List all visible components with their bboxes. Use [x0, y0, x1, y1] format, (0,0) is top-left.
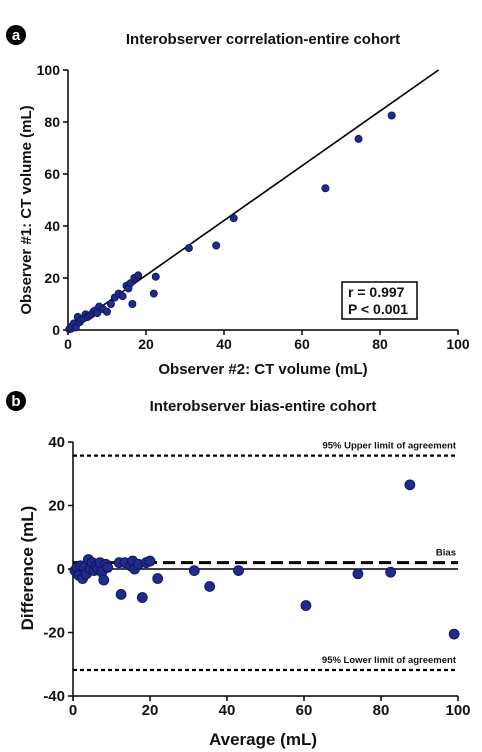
b-data-point: [188, 565, 200, 576]
panel-b-y-axis-label: Difference (mL): [18, 506, 37, 631]
panel-b-ref-label: Bias: [436, 548, 456, 559]
a-data-point: [212, 241, 221, 250]
b-data-point: [352, 568, 364, 580]
a-data-point: [184, 244, 193, 253]
a-data-point: [321, 184, 330, 193]
a-x-tick-label: 80: [372, 336, 388, 352]
a-data-point: [106, 299, 115, 308]
b-data-point: [448, 628, 460, 640]
panel-b-points: [69, 479, 460, 640]
b-data-point: [233, 565, 244, 576]
a-y-tick-label: 40: [44, 218, 60, 234]
b-data-point: [300, 600, 312, 611]
a-x-tick-label: 40: [216, 336, 232, 352]
b-x-tick-label: 0: [69, 702, 77, 719]
panel-a-stats-box: [341, 281, 418, 320]
b-x-tick-label: 20: [142, 702, 159, 719]
b-data-point: [102, 562, 114, 573]
panel-b-x-ticks: 0 20 40 60 80 100: [69, 696, 471, 719]
panel-a-stat-r: r = 0.997: [348, 284, 405, 300]
panel-a-points: [65, 111, 396, 334]
panel-a: a Interobserver correlation-entire cohor…: [6, 25, 470, 378]
b-x-tick-label: 40: [219, 702, 236, 719]
b-data-point: [404, 479, 416, 491]
b-data-point: [204, 581, 216, 592]
a-data-point: [151, 272, 160, 281]
a-x-tick-label: 100: [446, 336, 470, 352]
a-data-point: [118, 292, 127, 301]
b-y-tick-label: 20: [48, 498, 65, 515]
a-data-point: [149, 289, 158, 298]
b-data-point: [385, 566, 397, 578]
a-data-point: [229, 214, 238, 223]
b-x-tick-label: 60: [296, 702, 313, 719]
panel-a-axes: [67, 70, 458, 331]
a-x-tick-label: 20: [138, 336, 154, 352]
panel-a-y-axis-label: Observer #1: CT volume (mL): [18, 105, 35, 314]
a-data-point: [103, 307, 112, 316]
b-data-point: [98, 574, 110, 586]
b-y-tick-label: -40: [43, 688, 65, 705]
a-y-tick-label: 100: [37, 62, 61, 78]
panel-b-x-axis-label: Average (mL): [209, 730, 317, 749]
a-x-tick-label: 0: [64, 336, 72, 352]
b-y-tick-label: 40: [48, 434, 65, 451]
a-data-point: [354, 134, 363, 143]
panel-a-stat-p: P < 0.001: [348, 301, 408, 317]
b-data-point: [152, 573, 164, 584]
panel-a-x-ticks: 0 20 40 60 80 100: [64, 330, 470, 352]
panel-a-badge: [6, 25, 26, 45]
b-data-point: [144, 555, 156, 567]
panel-a-title: Interobserver correlation-entire cohort: [126, 31, 400, 48]
a-x-tick-label: 60: [294, 336, 310, 352]
panel-b-y-ticks: 40 20 0 -20 -40: [43, 434, 73, 705]
a-y-tick-label: 60: [44, 166, 60, 182]
panel-b-title: Interobserver bias-entire cohort: [150, 398, 377, 415]
panel-a-label: a: [12, 27, 21, 44]
panel-b-label: b: [11, 393, 20, 410]
panel-b-badge: [6, 391, 26, 411]
b-y-tick-label: 0: [57, 561, 65, 578]
b-data-point: [136, 592, 148, 603]
b-x-tick-label: 80: [373, 702, 390, 719]
a-y-tick-label: 80: [44, 114, 60, 130]
a-y-tick-label: 0: [52, 322, 60, 338]
b-data-point: [115, 589, 127, 600]
panel-a-y-ticks: 0 20 40 60 80 100: [37, 62, 68, 338]
b-x-tick-label: 100: [445, 702, 470, 719]
panel-b: b Interobserver bias-entire cohort Avera…: [6, 391, 471, 749]
panel-b-reference-lines: 95% Upper limit of agreement Bias 95% Lowe…: [73, 441, 458, 672]
b-y-tick-label: -20: [43, 625, 65, 642]
a-data-point: [387, 111, 396, 120]
a-data-point: [134, 271, 143, 280]
a-y-tick-label: 20: [44, 270, 60, 286]
a-data-point: [128, 299, 137, 308]
panel-b-ref-label: 95% Lower limit of agreement: [322, 655, 457, 666]
panel-a-x-axis-label: Observer #2: CT volume (mL): [158, 361, 367, 378]
panel-b-ref-label: 95% Upper limit of agreement: [322, 441, 456, 452]
